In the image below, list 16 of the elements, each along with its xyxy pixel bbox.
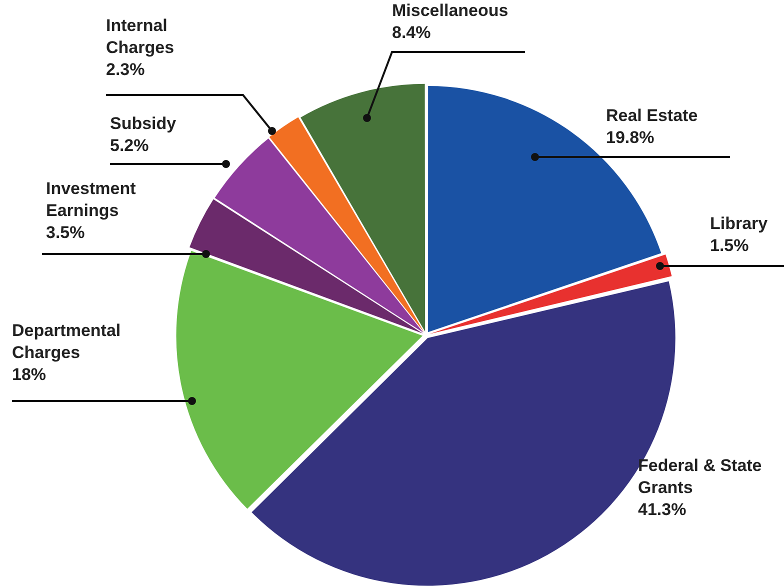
slice-label: Internal Charges	[106, 16, 174, 58]
slice-label: Real Estate	[606, 106, 698, 126]
slice-label: Miscellaneous	[392, 1, 508, 20]
data-label: 2.3%	[106, 60, 145, 80]
slice-label: Investment Earnings	[46, 179, 136, 220]
slice-label: Federal & State Grants	[638, 456, 762, 498]
data-label: 1.5%	[710, 236, 749, 256]
data-label: 8.4%	[392, 23, 431, 42]
slice-label: Departmental Charges	[12, 321, 121, 362]
data-label: 5.2%	[110, 136, 149, 156]
data-label: 3.5%	[46, 223, 85, 242]
data-label: 18%	[12, 365, 46, 384]
data-label: 41.3%	[638, 500, 686, 520]
slice-label: Library	[710, 214, 768, 234]
slice-label: Subsidy	[110, 114, 177, 134]
data-label: 19.8%	[606, 128, 654, 148]
